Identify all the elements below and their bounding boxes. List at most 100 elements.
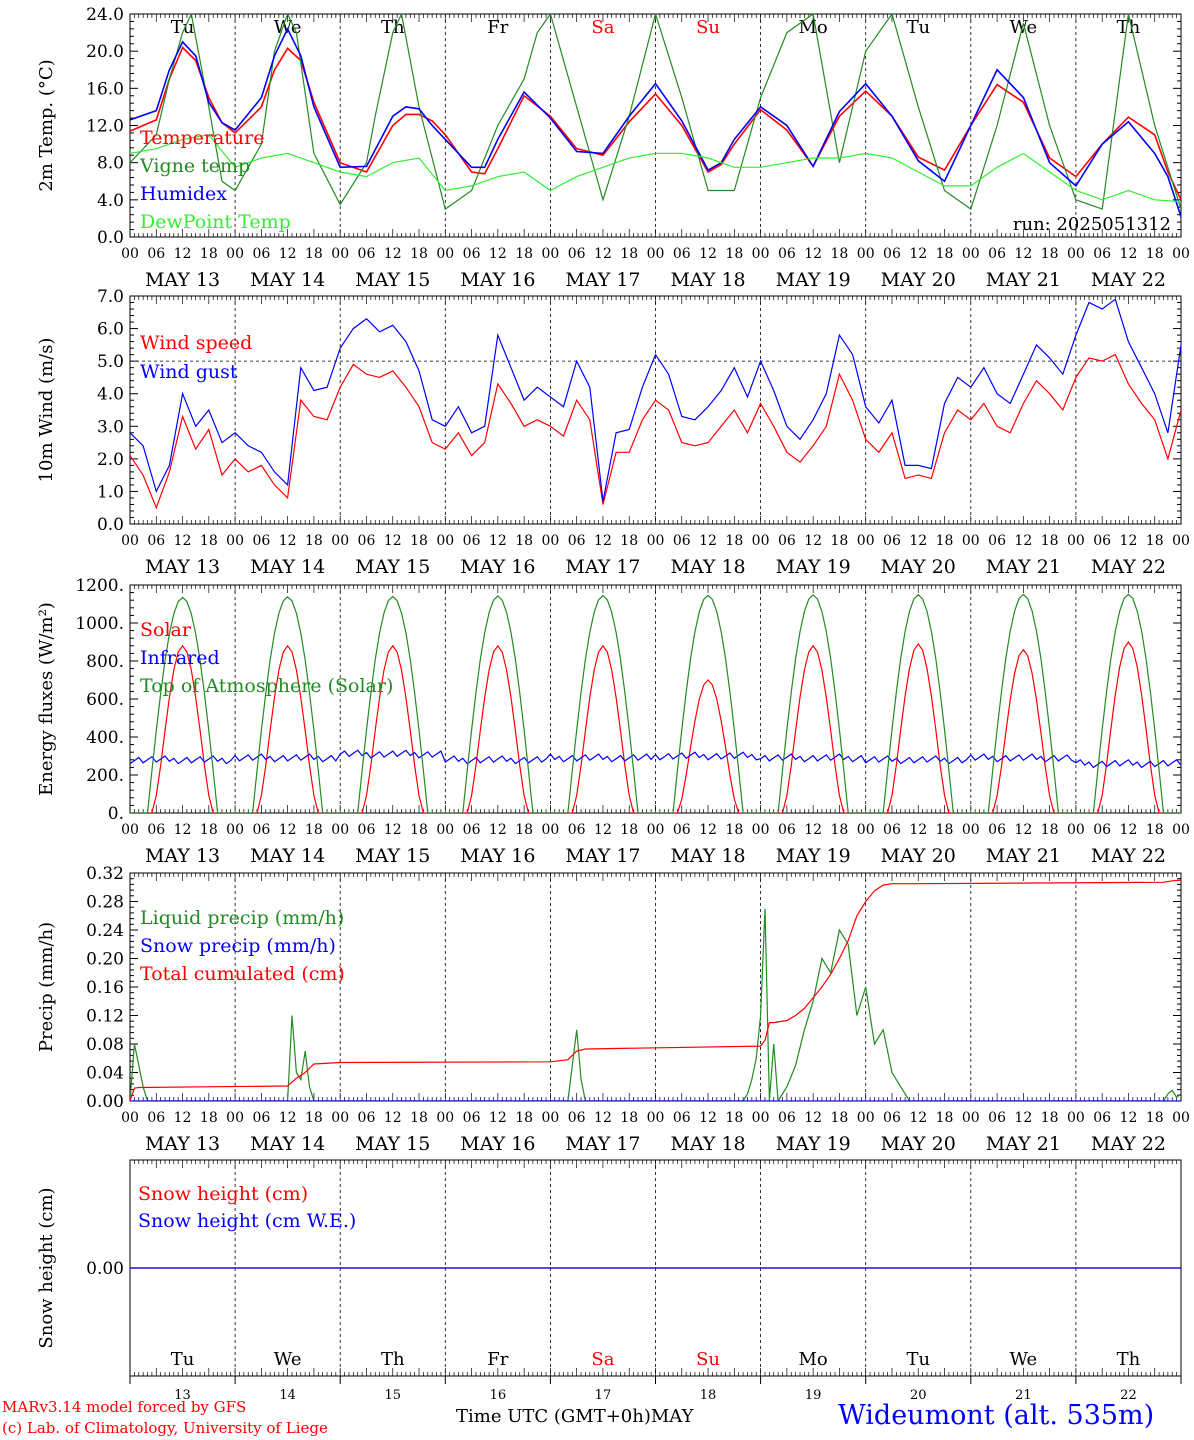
hour-tick-label: 00 xyxy=(1067,246,1085,262)
hour-tick-label: 12 xyxy=(489,822,507,838)
hour-tick-label: 12 xyxy=(699,822,717,838)
hour-tick-label: 18 xyxy=(305,533,323,549)
hour-tick-label: 06 xyxy=(463,822,481,838)
y-axis-title: Precip (mm/h) xyxy=(36,922,57,1052)
hour-tick-label: 18 xyxy=(831,533,849,549)
legend-wind-speed: Wind speed xyxy=(140,332,252,354)
hour-tick-label: 06 xyxy=(147,1110,165,1126)
hour-tick-label: 00 xyxy=(1067,822,1085,838)
hour-tick-label: 06 xyxy=(358,246,376,262)
hour-tick-label: 18 xyxy=(515,1110,533,1126)
hour-tick-label: 06 xyxy=(1093,1110,1111,1126)
legend-total-cumulated-cm-: Total cumulated (cm) xyxy=(140,963,345,985)
hour-tick-label: 00 xyxy=(752,533,770,549)
hour-tick-label: 06 xyxy=(568,822,586,838)
hour-tick-label: 12 xyxy=(699,533,717,549)
legend-snow-precip-mm-h-: Snow precip (mm/h) xyxy=(140,935,336,957)
hour-tick-label: 12 xyxy=(1120,1110,1138,1126)
day-label: MAY 20 xyxy=(881,1133,956,1155)
hour-tick-label: 00 xyxy=(857,822,875,838)
y-tick-label: 600. xyxy=(86,690,124,710)
run-label: run: 2025051312 xyxy=(1013,214,1171,235)
hour-tick-label: 12 xyxy=(594,1110,612,1126)
hour-tick-label: 12 xyxy=(804,246,822,262)
hour-tick-label: 06 xyxy=(883,1110,901,1126)
day-label: MAY 16 xyxy=(460,1133,535,1155)
day-number-label: 18 xyxy=(700,1388,717,1403)
day-number-label: 20 xyxy=(910,1388,927,1403)
hour-tick-label: 06 xyxy=(883,822,901,838)
hour-tick-label: 18 xyxy=(200,533,218,549)
hour-tick-label: 06 xyxy=(673,246,691,262)
day-label: MAY 16 xyxy=(460,269,535,291)
hour-tick-label: 12 xyxy=(279,533,297,549)
hour-tick-label: 00 xyxy=(752,246,770,262)
hour-tick-label: 00 xyxy=(541,822,559,838)
day-label: MAY 13 xyxy=(145,269,220,291)
day-number-label: 16 xyxy=(490,1388,507,1403)
hour-tick-label: 00 xyxy=(962,1110,980,1126)
hour-tick-label: 00 xyxy=(1067,533,1085,549)
day-label: MAY 16 xyxy=(460,556,535,578)
weekday-label: Tu xyxy=(171,1349,195,1370)
hour-tick-label: 12 xyxy=(804,822,822,838)
hour-tick-label: 00 xyxy=(1067,1110,1085,1126)
hour-tick-label: 12 xyxy=(279,246,297,262)
hour-tick-label: 00 xyxy=(541,1110,559,1126)
y-tick-label: 0.12 xyxy=(86,1007,124,1027)
hour-tick-label: 06 xyxy=(988,1110,1006,1126)
legend-snow-height-cm-: Snow height (cm) xyxy=(138,1183,308,1205)
hour-tick-label: 00 xyxy=(436,246,454,262)
hour-tick-label: 00 xyxy=(1172,246,1190,262)
hour-tick-label: 06 xyxy=(673,822,691,838)
hour-tick-label: 00 xyxy=(647,822,665,838)
hour-tick-label: 18 xyxy=(620,822,638,838)
day-number-label: 17 xyxy=(595,1388,612,1403)
y-tick-label: 8.0 xyxy=(97,154,124,174)
hour-tick-label: 06 xyxy=(1093,822,1111,838)
weekday-label: Tu xyxy=(906,1349,930,1370)
weekday-label: Tu xyxy=(906,17,930,38)
hour-tick-label: 06 xyxy=(358,1110,376,1126)
hour-tick-label: 00 xyxy=(752,1110,770,1126)
station-name: Wideumont (alt. 535m) xyxy=(838,1400,1155,1431)
hour-tick-label: 18 xyxy=(410,822,428,838)
day-label: MAY 13 xyxy=(145,1133,220,1155)
day-label: MAY 15 xyxy=(355,269,430,291)
hour-tick-label: 00 xyxy=(962,533,980,549)
hour-tick-label: 18 xyxy=(725,246,743,262)
y-tick-label: 3.0 xyxy=(97,417,124,437)
weekday-label: Mo xyxy=(799,17,828,38)
series-total-cumulated-cm- xyxy=(130,879,1181,1101)
hour-tick-label: 18 xyxy=(831,822,849,838)
hour-tick-label: 12 xyxy=(489,246,507,262)
day-label: MAY 21 xyxy=(986,845,1061,867)
weekday-label: Sa xyxy=(591,17,614,38)
hour-tick-label: 12 xyxy=(594,246,612,262)
hour-tick-label: 18 xyxy=(936,246,954,262)
hour-tick-label: 18 xyxy=(831,1110,849,1126)
hour-tick-label: 12 xyxy=(1120,533,1138,549)
weekday-label: Th xyxy=(1117,17,1141,38)
legend-infrared: Infrared xyxy=(140,647,220,669)
hour-tick-label: 12 xyxy=(279,822,297,838)
hour-tick-label: 18 xyxy=(1041,1110,1059,1126)
series-solar xyxy=(130,640,1181,813)
hour-tick-label: 12 xyxy=(489,1110,507,1126)
hour-tick-label: 00 xyxy=(121,822,139,838)
hour-tick-label: 06 xyxy=(778,822,796,838)
day-label: MAY 14 xyxy=(250,556,325,578)
hour-tick-label: 00 xyxy=(331,822,349,838)
hour-tick-label: 18 xyxy=(410,246,428,262)
hour-tick-label: 00 xyxy=(121,246,139,262)
hour-tick-label: 06 xyxy=(1093,246,1111,262)
hour-tick-label: 00 xyxy=(962,822,980,838)
hour-tick-label: 06 xyxy=(463,246,481,262)
hour-tick-label: 00 xyxy=(121,533,139,549)
hour-tick-label: 06 xyxy=(778,533,796,549)
day-number-label: 13 xyxy=(174,1388,191,1403)
day-label: MAY 21 xyxy=(986,556,1061,578)
series-vigne-temp xyxy=(130,14,1181,211)
hour-tick-label: 06 xyxy=(252,246,270,262)
